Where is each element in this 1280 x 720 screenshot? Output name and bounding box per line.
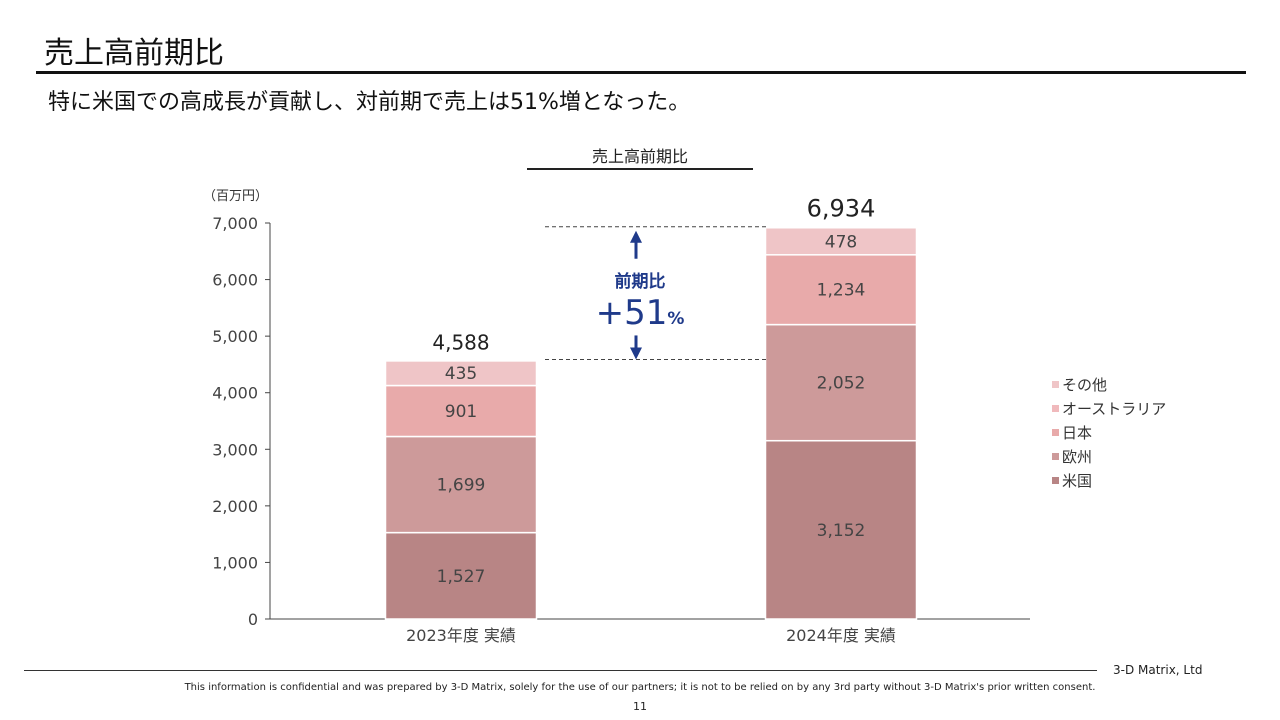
y-tick-label: 5,000 (212, 327, 258, 346)
footer-company: 3-D Matrix, Ltd (1113, 663, 1203, 677)
chart-title: 売上高前期比 (592, 147, 688, 166)
arrow-down-head-icon (630, 347, 642, 360)
bar-segment-label: 1,234 (817, 281, 866, 301)
y-tick-label: 6,000 (212, 271, 258, 290)
bar-segment (384, 531, 538, 620)
footer-divider (24, 670, 1097, 671)
y-tick-label: 2,000 (212, 497, 258, 516)
y-tick-label: 1,000 (212, 553, 258, 572)
legend-swatch (1052, 476, 1059, 484)
y-tick-label: 4,000 (212, 384, 258, 403)
x-tick-label: 2024年度 実績 (786, 626, 896, 645)
y-unit-label: （百万円） (203, 189, 268, 204)
legend-swatch (1052, 404, 1059, 412)
bar-total-label: 4,588 (432, 330, 489, 354)
legend-item: 日本 (1052, 420, 1166, 444)
bars (384, 227, 918, 620)
x-tick-labels: 2023年度 実績 2024年度 実績 (406, 626, 896, 645)
bar-segment (384, 384, 538, 438)
footer-confidential-note: This information is confidential and was… (184, 682, 1096, 693)
bar-labels: 1,527 1,699 901 435 3,152 2,052 1,234 478 (437, 232, 866, 587)
legend-swatch (1052, 380, 1059, 388)
bar-segment (384, 360, 538, 387)
y-ticks: 0 1,000 2,000 3,000 4,000 5,000 6,000 7,000 (212, 214, 270, 629)
y-tick-label: 7,000 (212, 214, 258, 233)
legend-swatch (1052, 428, 1059, 436)
bar-segment-label: 1,699 (437, 476, 486, 496)
growth-annotation: 前期比 +51% (545, 226, 766, 360)
legend-item: 欧州 (1052, 444, 1166, 468)
bar-segment-label: 2,052 (817, 374, 866, 394)
y-tick-label: 3,000 (212, 440, 258, 459)
bar-segment-label: 901 (445, 402, 477, 422)
legend-item: オーストラリア (1052, 396, 1166, 420)
y-tick-label: 0 (248, 610, 258, 629)
bar-total-label: 6,934 (807, 195, 876, 223)
legend-item: その他 (1052, 372, 1166, 396)
legend-label: オーストラリア (1062, 399, 1167, 418)
legend-label: 米国 (1062, 471, 1093, 490)
legend-label: 日本 (1062, 423, 1093, 442)
bar-segment (384, 435, 538, 534)
annotation-label: 前期比 (615, 271, 666, 292)
bar-segment (764, 323, 918, 442)
bar-totals: 4,588 6,934 (432, 195, 875, 355)
page-number: 11 (633, 700, 647, 713)
bar-segment-label: 478 (825, 232, 857, 252)
legend-label: 欧州 (1062, 447, 1093, 466)
bar-segment (764, 254, 918, 326)
annotation-number: +51 (596, 293, 668, 333)
title-divider (36, 71, 1246, 74)
x-tick-label: 2023年度 実績 (406, 626, 516, 645)
bar-segment-label: 3,152 (817, 521, 866, 541)
bar-segment-label: 1,527 (437, 567, 486, 587)
annotation-unit: % (667, 309, 684, 329)
legend-label: その他 (1062, 375, 1108, 394)
bar-segment (764, 227, 918, 256)
chart-legend: その他オーストラリア 日本欧州米国 (1052, 372, 1166, 492)
slide-subtitle: 特に米国での高成長が貢献し、対前期で売上は51%増となった。 (48, 90, 691, 115)
legend-swatch (1052, 452, 1059, 460)
legend-item: 米国 (1052, 468, 1166, 492)
slide-title: 売上高前期比 (44, 36, 224, 71)
bar-segment (764, 439, 918, 620)
arrow-up-head-icon (630, 230, 642, 243)
annotation-value: +51% (596, 293, 685, 333)
bar-segment-label: 435 (445, 364, 477, 384)
